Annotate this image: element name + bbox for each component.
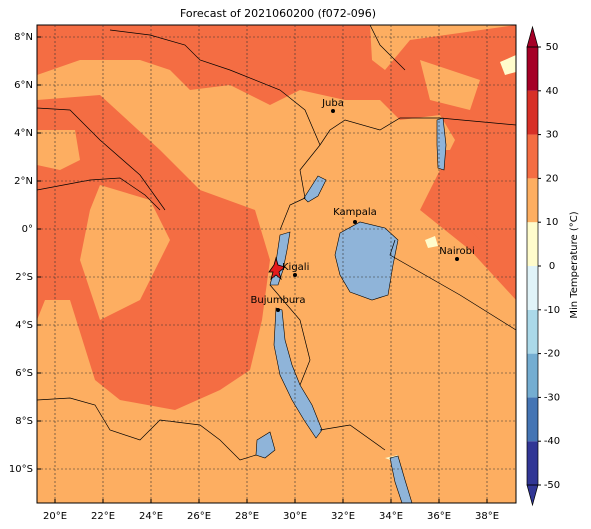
colorbar-tick-label: 20 (546, 173, 559, 184)
y-tick-label: 10°S (9, 464, 33, 475)
colorbar-band (527, 222, 538, 266)
x-tick-label: 24°E (139, 511, 163, 522)
colorbar-tick-label: -30 (544, 392, 560, 403)
lake-victoria (334, 221, 399, 301)
city-dot (276, 308, 280, 312)
map-area (37, 25, 516, 503)
lake-albert (303, 175, 327, 203)
x-tick-label: 36°E (427, 511, 451, 522)
star-marker (268, 256, 286, 281)
map-title: Forecast of 2021060200 (f072-096) (180, 7, 376, 20)
colorbar-tick-label: -20 (544, 349, 560, 360)
lake-malawi (389, 455, 413, 503)
y-tick-label: 8°S (15, 416, 33, 427)
mild-region (37, 130, 80, 170)
x-tick-label: 30°E (283, 511, 307, 522)
city-dot (293, 273, 297, 277)
country-border (37, 25, 516, 461)
x-tick-label: 28°E (235, 511, 259, 522)
y-tick-label: 2°N (14, 176, 33, 187)
warm-region (440, 150, 516, 250)
colorbar-tick-label: -10 (544, 305, 560, 316)
city-label: Bujumbura (251, 295, 306, 306)
y-tick-label: 6°N (14, 80, 33, 91)
city-label: Nairobi (439, 246, 475, 257)
x-tick-label: 38°E (475, 511, 499, 522)
colorbar-band (527, 441, 538, 485)
city-dot (353, 220, 357, 224)
y-tick-label: 6°S (15, 368, 33, 379)
colorbar-band (527, 397, 538, 442)
city-label: Kigali (282, 262, 309, 273)
y-tick-label: 4°S (15, 320, 33, 331)
city-label: Kampala (333, 207, 377, 218)
colorbar-band (527, 178, 538, 223)
colorbar: -50 -40 -30 -20 -10 0 10 20 30 40 50 (526, 25, 560, 507)
y-tick-label: 2°S (15, 272, 33, 283)
y-tick-label: 4°N (14, 128, 33, 139)
colorbar-tick-label: -50 (544, 480, 560, 491)
y-tick-label: 8°N (14, 32, 33, 43)
x-tick-label: 32°E (331, 511, 355, 522)
mild-region (80, 185, 170, 320)
colorbar-band (527, 309, 538, 354)
map-frame (36, 24, 517, 504)
colorbar-extend (526, 25, 539, 48)
city-dot (455, 257, 459, 261)
lake-mweru (255, 431, 276, 459)
warm-region (37, 25, 516, 300)
colorbar-tick-label: 40 (546, 86, 559, 97)
colorbar-extend (526, 484, 539, 507)
colorbar-tick-label: -40 (544, 436, 560, 447)
colorbar-band (527, 47, 538, 91)
colorbar-tick-label: 30 (546, 130, 559, 141)
x-tick-label: 26°E (187, 511, 211, 522)
colorbar-band (527, 353, 538, 398)
colorbar-tick-label: 50 (546, 42, 559, 53)
colorbar-label: Min Temperature (°C) (569, 211, 580, 318)
x-tick-label: 20°E (43, 511, 67, 522)
colorbar-band (527, 266, 538, 310)
colorbar-band (527, 134, 538, 179)
colorbar-tick-label: 0 (549, 261, 555, 272)
x-tick-label: 22°E (91, 511, 115, 522)
y-tick-label: 0° (22, 224, 33, 235)
city-label: Juba (321, 98, 344, 109)
city-dot (331, 109, 335, 113)
x-tick-label: 34°E (379, 511, 403, 522)
colorbar-band (527, 90, 538, 135)
colorbar-tick-label: 10 (546, 217, 559, 228)
